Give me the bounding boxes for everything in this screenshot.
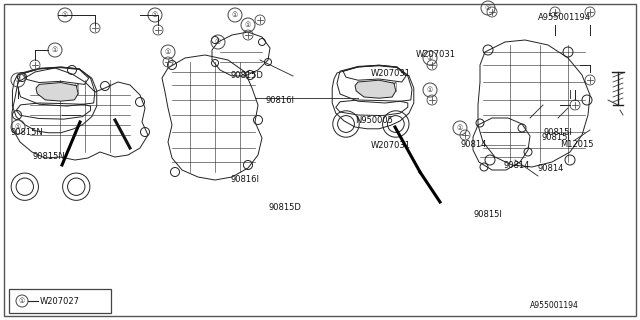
Text: ①: ① [62, 12, 68, 18]
Text: 90816I: 90816I [265, 95, 294, 105]
Text: 90815N: 90815N [32, 152, 65, 161]
Text: ①: ① [165, 49, 171, 55]
Text: 90814: 90814 [461, 140, 487, 148]
Text: W207031: W207031 [371, 69, 412, 78]
Text: A955001194: A955001194 [538, 13, 591, 22]
Text: W207031: W207031 [416, 50, 456, 59]
Text: 90815I: 90815I [474, 210, 502, 219]
Text: ①: ① [232, 12, 238, 18]
Text: ①: ① [15, 124, 21, 130]
Text: W207031: W207031 [371, 141, 412, 150]
Text: N950005: N950005 [355, 116, 393, 124]
Text: ①: ① [19, 298, 25, 304]
Text: ①: ① [52, 47, 58, 53]
Text: 90815D: 90815D [268, 204, 301, 212]
Text: 90815I: 90815I [543, 127, 572, 137]
Text: 90814: 90814 [503, 161, 529, 170]
Text: ①: ① [215, 39, 221, 45]
Text: 90814: 90814 [538, 164, 564, 172]
Text: 90815N: 90815N [10, 127, 43, 137]
Text: A955001194: A955001194 [530, 301, 579, 310]
Text: M12015: M12015 [560, 140, 593, 148]
Polygon shape [355, 80, 396, 98]
Text: ①: ① [427, 87, 433, 93]
Text: ①: ① [245, 22, 251, 28]
Text: ①: ① [485, 5, 491, 11]
Text: 90815D: 90815D [230, 71, 263, 80]
Text: ①: ① [152, 12, 158, 18]
Text: 90815I: 90815I [542, 132, 571, 141]
Text: ①: ① [427, 55, 433, 61]
Text: ①: ① [457, 125, 463, 131]
Text: 90816I: 90816I [230, 175, 259, 184]
Polygon shape [36, 83, 78, 101]
Text: W207027: W207027 [40, 297, 80, 306]
Text: ①: ① [15, 77, 21, 83]
